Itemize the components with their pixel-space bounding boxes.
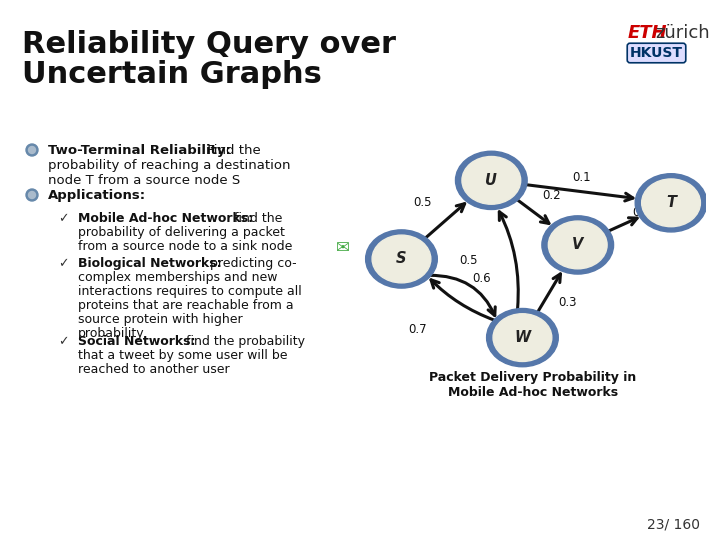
Text: find the probability: find the probability [182,335,305,348]
Text: ✓: ✓ [58,257,68,270]
Text: W: W [514,330,531,345]
Circle shape [487,308,558,367]
Text: U: U [485,173,498,188]
Text: probability of delivering a packet: probability of delivering a packet [78,226,285,239]
Text: 0.2: 0.2 [542,190,561,202]
Text: Packet Delivery Probability in
Mobile Ad-hoc Networks: Packet Delivery Probability in Mobile Ad… [429,372,636,400]
Circle shape [29,192,35,199]
Text: predicting co-: predicting co- [206,257,297,270]
Circle shape [542,216,613,274]
Text: ✓: ✓ [58,335,68,348]
Text: V: V [572,238,583,252]
Text: zürich: zürich [655,24,710,42]
Circle shape [642,179,701,227]
Text: 0.5: 0.5 [413,197,431,210]
Text: ETH: ETH [628,24,667,42]
Text: that a tweet by some user will be: that a tweet by some user will be [78,349,287,362]
Text: reached to another user: reached to another user [78,363,230,376]
Text: 0.5: 0.5 [459,254,477,267]
Text: find the: find the [230,212,282,225]
Text: 0.3: 0.3 [558,296,577,309]
Circle shape [29,146,35,153]
Text: interactions requires to compute all: interactions requires to compute all [78,285,302,298]
Text: complex memberships and new: complex memberships and new [78,271,277,284]
Text: Find the: Find the [203,144,261,157]
Text: node T from a source node S: node T from a source node S [48,174,240,187]
Text: 0.6: 0.6 [632,206,651,219]
Circle shape [549,221,607,269]
Text: 0.1: 0.1 [572,171,590,184]
Circle shape [456,151,527,210]
Text: 0.7: 0.7 [408,323,427,336]
Text: Mobile Ad-hoc Networks:: Mobile Ad-hoc Networks: [78,212,253,225]
Circle shape [366,230,437,288]
Text: 23/ 160: 23/ 160 [647,518,700,532]
Text: source protein with higher: source protein with higher [78,313,243,326]
Circle shape [493,314,552,361]
Circle shape [372,235,431,283]
Text: Uncertain Graphs: Uncertain Graphs [22,60,322,89]
Circle shape [635,174,707,232]
Text: probability of reaching a destination: probability of reaching a destination [48,159,290,172]
Text: T: T [666,195,676,210]
Text: Reliability Query over: Reliability Query over [22,30,396,59]
Text: Applications:: Applications: [48,189,146,202]
Text: ✉: ✉ [336,239,350,256]
Circle shape [462,157,521,204]
Text: S: S [396,252,407,266]
Text: Biological Networks:: Biological Networks: [78,257,222,270]
Text: from a source node to a sink node: from a source node to a sink node [78,240,292,253]
Circle shape [26,144,38,156]
Text: 0.6: 0.6 [472,272,491,285]
Circle shape [26,189,38,201]
Text: Social Networks:: Social Networks: [78,335,196,348]
Text: Two-Terminal Reliability:: Two-Terminal Reliability: [48,144,231,157]
Text: probability: probability [78,327,145,340]
Text: ✓: ✓ [58,212,68,225]
Text: HKUST: HKUST [630,46,683,60]
Text: proteins that are reachable from a: proteins that are reachable from a [78,299,294,312]
